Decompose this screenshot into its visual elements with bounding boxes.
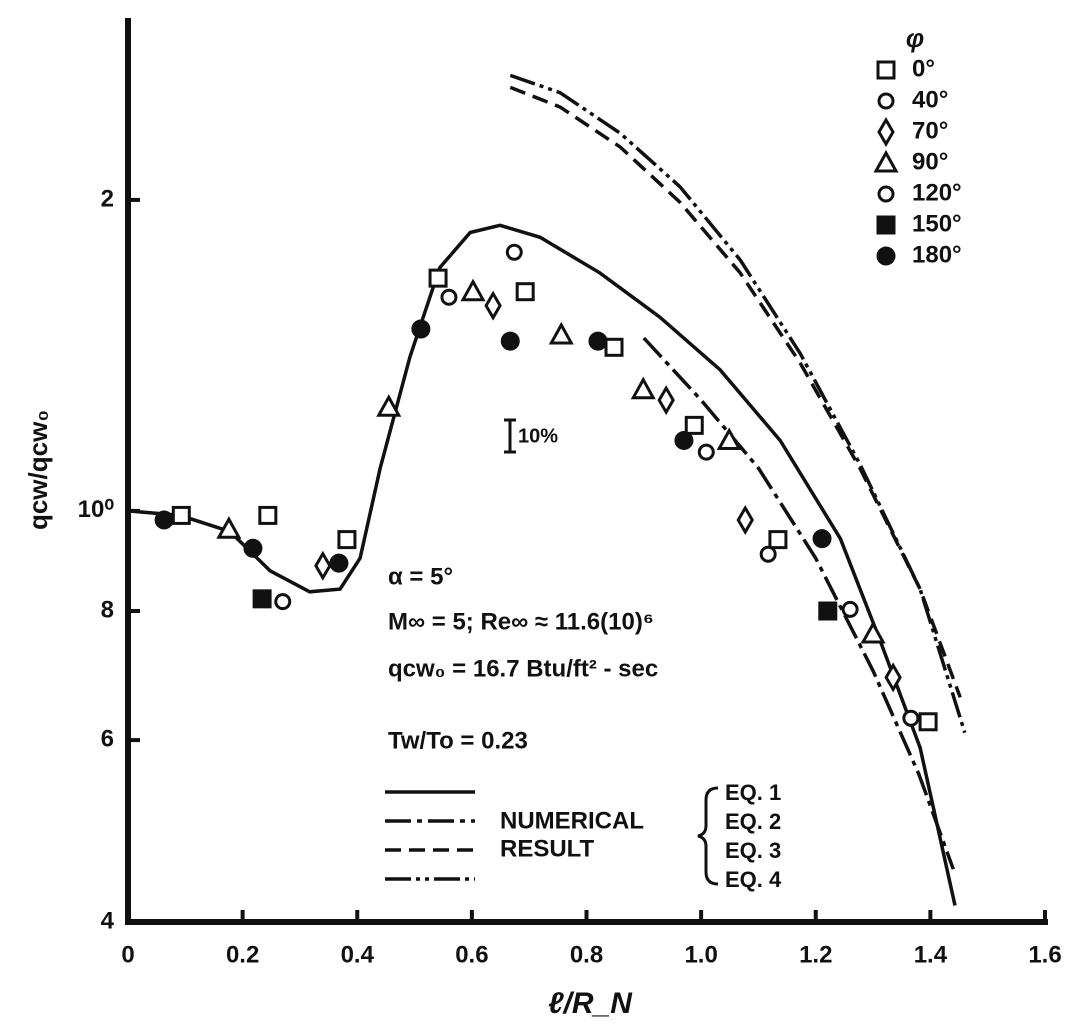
x-tick-label: 0.8: [570, 941, 603, 968]
data-point: [630, 376, 656, 400]
data-point: [274, 593, 292, 611]
legend-label: 120°: [912, 179, 962, 206]
curve-legend-text: RESULT: [500, 835, 595, 862]
data-point: [411, 319, 431, 339]
annotation: qcw₀ = 16.7 Btu/ft² - sec: [388, 655, 658, 682]
y-axis-label: qcw/qcw₀: [23, 410, 53, 530]
data-point: [684, 415, 704, 435]
error-bar-label: 10%: [518, 425, 558, 447]
legend-marker: [877, 117, 895, 147]
data-point: [154, 510, 174, 530]
curve-legend-text: NUMERICAL: [500, 807, 644, 834]
y-tick-label: 6: [101, 725, 114, 752]
legend-marker: [877, 185, 895, 203]
x-tick-label: 0.6: [455, 941, 488, 968]
legend-marker: [877, 92, 895, 110]
data-point: [674, 430, 694, 450]
data-point: [604, 337, 624, 357]
legend-label: 90°: [912, 148, 948, 175]
data-point: [657, 385, 675, 416]
data-point: [314, 550, 332, 581]
curve-legend-label: EQ. 2: [725, 809, 781, 834]
curve: [127, 223, 957, 906]
legend-title: φ: [906, 23, 924, 53]
data-point: [548, 321, 574, 345]
annotation: M∞ = 5; Re∞ ≈ 11.6(10)⁶: [388, 608, 654, 635]
y-tick-label: 8: [101, 596, 114, 623]
legend-label: 0°: [912, 55, 935, 82]
legend-label: 70°: [912, 117, 948, 144]
y-tick-label: 10⁰: [78, 496, 115, 523]
data-point: [588, 331, 608, 351]
data-point: [884, 662, 902, 693]
legend-label: 40°: [912, 86, 948, 113]
data-point: [902, 709, 920, 727]
data-point: [736, 504, 754, 535]
data-point: [252, 589, 272, 609]
data-point: [697, 443, 715, 461]
data-point: [918, 712, 938, 732]
data-point: [376, 394, 402, 417]
legend-marker: [876, 246, 896, 266]
data-point: [329, 553, 349, 573]
data-point: [440, 288, 458, 306]
data-point: [428, 268, 448, 288]
legend-marker: [876, 60, 896, 80]
x-tick-label: 1.0: [684, 941, 717, 968]
x-tick-label: 1.2: [799, 941, 832, 968]
data-point: [258, 505, 278, 525]
legend-label: 180°: [912, 241, 962, 268]
data-point: [860, 620, 886, 644]
x-axis-label: ℓ/R_N: [548, 987, 633, 1020]
x-tick-label: 0: [121, 941, 134, 968]
annotation: α = 5°: [388, 563, 453, 590]
curve: [509, 73, 967, 734]
legend-marker: [873, 149, 899, 173]
y-tick-label: 2: [101, 185, 114, 212]
x-tick-label: 0.4: [341, 941, 375, 968]
curve: [642, 336, 955, 870]
data-point: [460, 278, 486, 302]
x-tick-label: 0.2: [226, 941, 259, 968]
legend-brace: [697, 786, 719, 886]
y-tick-label: 4: [101, 907, 115, 934]
annotation: Tw/To = 0.23: [388, 727, 528, 754]
legend-label: 150°: [912, 210, 962, 237]
data-point: [812, 529, 832, 549]
data-point: [768, 530, 788, 550]
legend-marker: [876, 215, 896, 235]
curve-legend-label: EQ. 3: [725, 838, 781, 863]
x-tick-label: 1.6: [1028, 941, 1061, 968]
data-point: [716, 427, 742, 450]
x-tick-label: 1.4: [914, 941, 948, 968]
data-point: [500, 331, 520, 351]
data-point: [337, 530, 357, 550]
data-point: [841, 600, 859, 618]
data-point: [171, 505, 191, 525]
data-point: [216, 516, 242, 539]
data-point: [818, 601, 838, 621]
data-point: [759, 545, 777, 563]
data-point: [515, 282, 535, 302]
data-point: [243, 538, 263, 558]
curve-legend-label: EQ. 4: [725, 867, 782, 892]
data-point: [484, 290, 502, 321]
data-point: [505, 243, 523, 261]
curve-legend-label: EQ. 1: [725, 780, 781, 805]
curve: [509, 85, 962, 698]
